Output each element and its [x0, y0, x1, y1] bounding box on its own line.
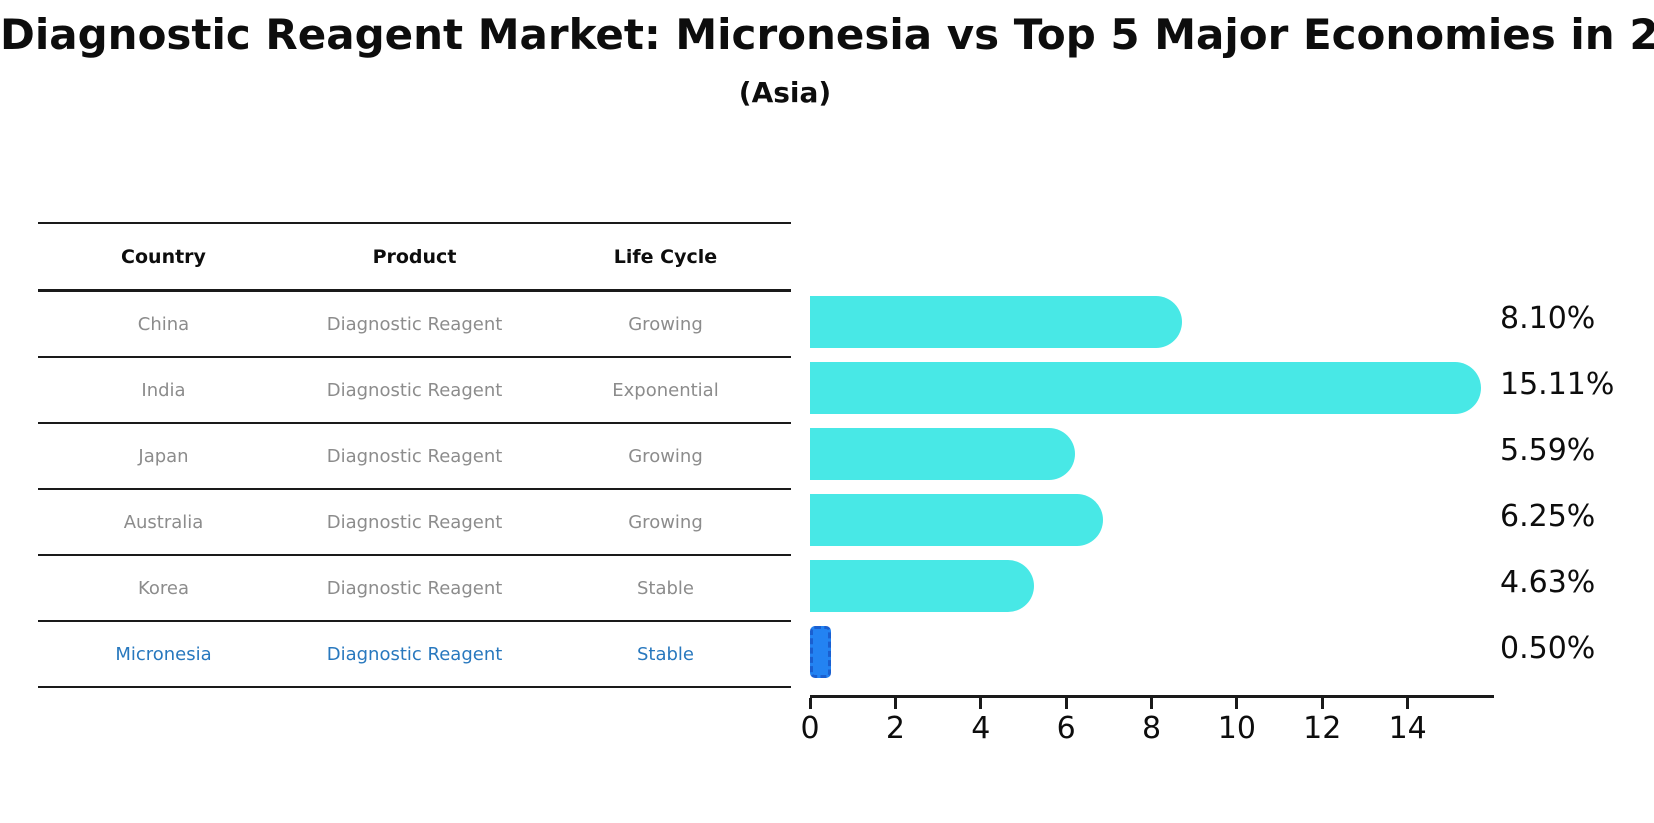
table-cell-lifecycle: Growing [628, 511, 703, 533]
bar-india [810, 362, 1481, 414]
table-cell-country: Korea [137, 577, 190, 599]
table-cell-product: Diagnostic Reagent [326, 313, 503, 335]
value-label: 15.11% [1500, 367, 1615, 402]
value-label: 4.63% [1500, 565, 1596, 600]
table-row: China Diagnostic Reagent Growing [38, 292, 791, 358]
table-cell-lifecycle: Stable [636, 577, 694, 599]
table-cell-country: India [141, 379, 186, 401]
table-rows: China Diagnostic Reagent Growing India Diagn… [38, 292, 791, 688]
x-tick-label: 14 [1388, 711, 1427, 746]
table-cell-lifecycle: Stable [636, 643, 694, 665]
table-cell-lifecycle: Exponential [612, 379, 719, 401]
x-tick-label: 4 [971, 711, 991, 746]
table-row: Japan Diagnostic Reagent Growing [38, 424, 791, 490]
chart-title: Diagnostic Reagent Market: Micronesia vs… [0, 10, 1654, 59]
chart-subtitle: (Asia) [738, 76, 832, 109]
x-tick-label: 0 [800, 711, 820, 746]
x-tick-mark [1320, 698, 1324, 709]
table-header-lifecycle: Life Cycle [613, 245, 718, 268]
table-cell-country: Micronesia [115, 643, 212, 665]
x-axis-line [810, 695, 1494, 698]
x-tick-label: 8 [1141, 711, 1162, 746]
table-row: Korea Diagnostic Reagent Stable [38, 556, 791, 622]
x-tick-label: 2 [885, 711, 905, 746]
x-tick-label: 10 [1217, 711, 1256, 746]
x-tick-label: 6 [1056, 711, 1076, 746]
table-row: India Diagnostic Reagent Exponential [38, 358, 791, 424]
x-tick-mark [1406, 698, 1410, 709]
x-tick-mark [808, 698, 812, 709]
table-cell-country: Australia [123, 511, 204, 533]
value-label: 0.50% [1500, 631, 1596, 666]
table-header-row: Country Product Life Cycle [38, 222, 791, 292]
table-cell-product: Diagnostic Reagent [326, 643, 503, 665]
table-header-product: Product [372, 245, 457, 268]
country-table: Country Product Life Cycle China Diagnost… [38, 222, 791, 688]
x-tick-mark [1235, 698, 1239, 709]
table-row: Australia Diagnostic Reagent Growing [38, 490, 791, 556]
x-tick-mark [1150, 698, 1154, 709]
bar-china [810, 296, 1182, 348]
x-tick-mark [1064, 698, 1068, 709]
value-label: 5.59% [1500, 433, 1596, 468]
table-cell-lifecycle: Growing [628, 445, 703, 467]
bar-micronesia [810, 626, 831, 678]
x-tick-mark [893, 698, 897, 709]
value-label: 8.10% [1500, 301, 1596, 336]
table-cell-country: China [137, 313, 190, 335]
table-cell-lifecycle: Growing [628, 313, 703, 335]
x-tick-label: 12 [1303, 711, 1342, 746]
table-cell-product: Diagnostic Reagent [326, 445, 503, 467]
bar-korea [810, 560, 1034, 612]
x-tick-mark [979, 698, 983, 709]
table-cell-country: Japan [138, 445, 189, 467]
value-label: 6.25% [1500, 499, 1596, 534]
bar-australia [810, 494, 1103, 546]
table-row: Micronesia Diagnostic Reagent Stable [38, 622, 791, 688]
table-cell-product: Diagnostic Reagent [326, 511, 503, 533]
table-cell-product: Diagnostic Reagent [326, 379, 503, 401]
table-header-country: Country [121, 245, 206, 268]
table-cell-product: Diagnostic Reagent [326, 577, 503, 599]
bar-japan [810, 428, 1075, 480]
